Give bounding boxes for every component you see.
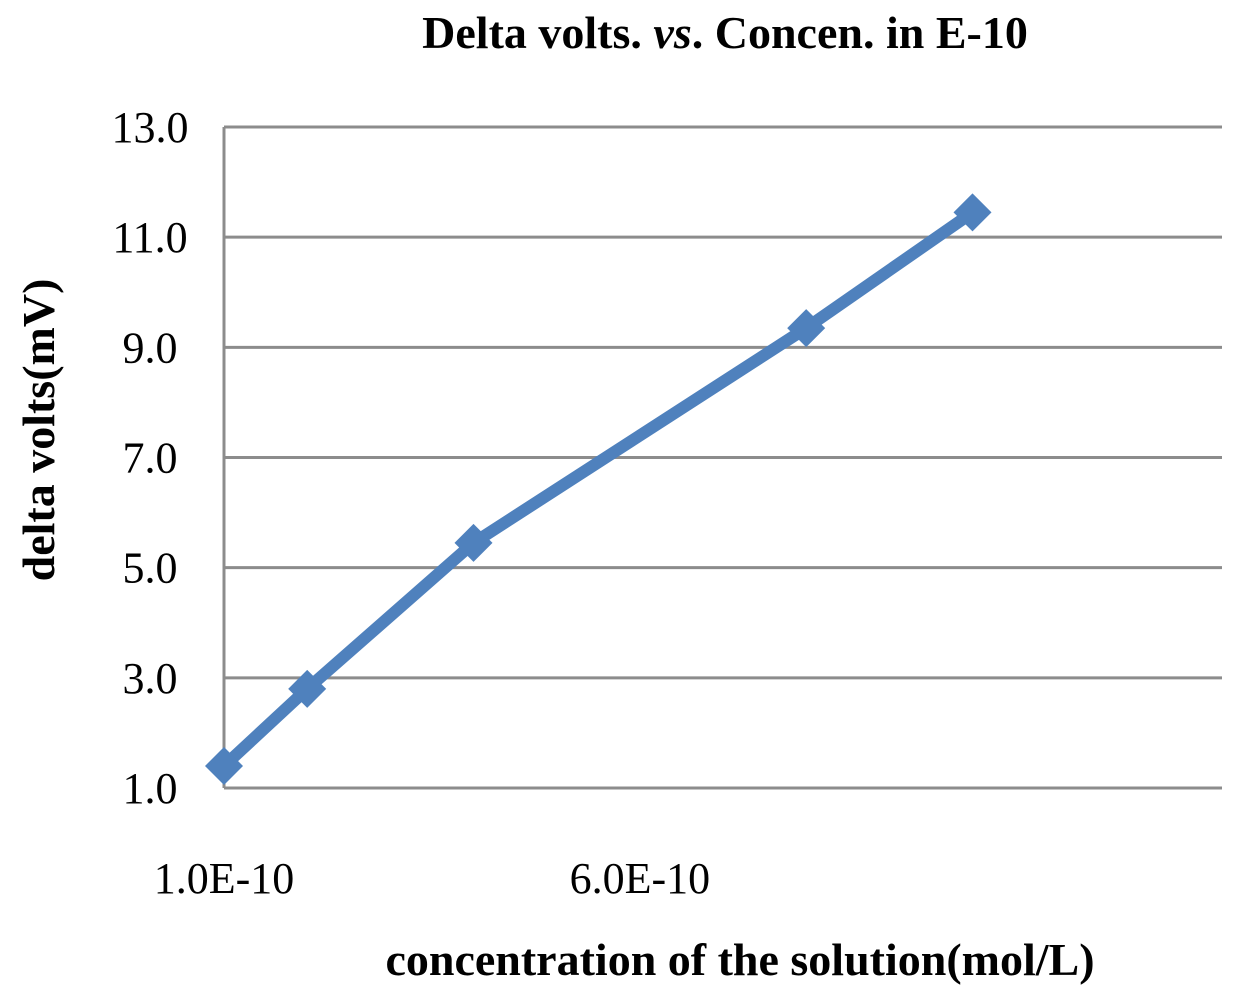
y-axis-label: delta volts(mV) [13,279,64,582]
chart-title: Delta volts. vs. Concen. in E-10 [422,7,1028,58]
data-point-marker [288,669,327,708]
y-tick-label: 7.0 [123,434,178,483]
gridlines [224,125,1222,790]
y-tick-label: 9.0 [123,323,178,372]
data-point-marker [787,309,826,348]
y-tick-label: 13.0 [112,103,189,152]
y-tick-label: 1.0 [123,764,178,813]
data-point-marker [953,193,992,232]
x-tick-labels: 1.0E-10 6.0E-10 [154,854,710,903]
series-line [218,206,979,772]
axes [222,127,1222,790]
y-tick-label: 11.0 [112,213,187,262]
data-point-marker [454,523,493,562]
chart-title-part-1: Delta volts. [422,7,653,58]
x-tick-label: 1.0E-10 [154,854,295,903]
chart-title-part-3: . Concen. in E-10 [692,7,1028,58]
y-tick-label: 3.0 [123,654,178,703]
y-tick-label: 5.0 [123,544,178,593]
chart-title-part-2: vs [653,7,691,58]
x-tick-label: 6.0E-10 [570,854,711,903]
x-axis-label: concentration of the solution(mol/L) [385,934,1094,985]
y-tick-labels: 1.0 3.0 5.0 7.0 9.0 11.0 13.0 [112,103,189,813]
series [205,193,992,785]
data-point-marker [205,747,243,785]
